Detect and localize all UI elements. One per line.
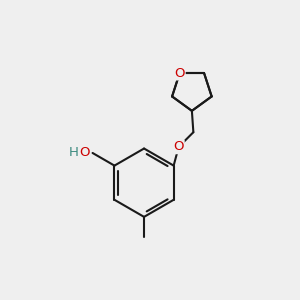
Text: O: O — [173, 140, 184, 153]
Text: O: O — [79, 146, 89, 159]
Text: H: H — [69, 146, 79, 159]
Text: O: O — [174, 67, 185, 80]
